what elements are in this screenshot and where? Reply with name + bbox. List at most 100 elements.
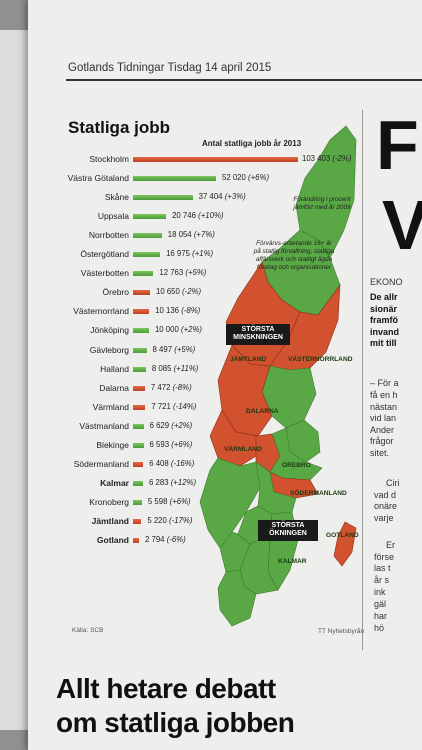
tag-largest-increase: STÖRSTA ÖKNINGEN: [258, 520, 318, 541]
region-label: Gävleborg: [89, 344, 129, 355]
change-label: (+5%): [185, 268, 207, 278]
value-label: 8 497: [152, 344, 173, 354]
change-label: (-2%): [182, 287, 202, 297]
body-line: Ander: [370, 425, 395, 435]
value-group: 103 403 (-2%): [302, 154, 351, 163]
map-label: VÄRMLAND: [224, 446, 262, 453]
map-varmland: [209, 409, 259, 467]
region-label: Kalmar: [100, 477, 129, 488]
bar: [133, 347, 147, 353]
region-label: Västra Götaland: [67, 173, 129, 184]
body-line: las t: [374, 563, 391, 573]
value-group: 6 283 (+12%): [149, 478, 196, 487]
body-line: Er: [386, 540, 395, 550]
bar: [133, 214, 167, 220]
region-label: Östergötland: [80, 249, 129, 260]
bar: [133, 271, 154, 277]
change-label: (+1%): [192, 249, 214, 259]
map-label: JÄMTLAND: [230, 356, 267, 363]
map-label: SÖDERMANLAND: [290, 490, 347, 497]
change-label: (+6%): [171, 439, 193, 449]
change-label: (+3%): [224, 192, 246, 202]
change-label: (-6%): [166, 535, 186, 544]
value-group: 12 763 (+5%): [159, 268, 206, 277]
map-label: DALARNA: [246, 408, 279, 415]
value-label: 12 763: [159, 268, 184, 278]
change-label: (-8%): [181, 306, 201, 316]
value-label: 37 404: [198, 192, 223, 202]
lead-line: invand: [370, 326, 400, 337]
bar: [133, 290, 150, 296]
value-group: 10 136 (-8%): [155, 306, 200, 315]
bar: [133, 233, 162, 239]
value-label: 16 975: [166, 249, 190, 259]
body-line: ink: [374, 587, 386, 597]
tag-largest-decrease: STÖRSTA MINSKNINGEN: [226, 324, 290, 345]
body-line: varje: [374, 513, 394, 523]
value-group: 8 497 (+5%): [153, 345, 196, 354]
value-group: 37 404 (+3%): [199, 192, 246, 201]
issue-date: Tisdag 14 april 2015: [167, 62, 272, 74]
value-group: 18 054 (+7%): [168, 230, 215, 239]
region-label: Värmland: [92, 401, 129, 412]
lead-line: framfö: [370, 315, 399, 325]
right-headline-letter-1: F: [376, 106, 419, 184]
value-label: 2 794: [145, 535, 165, 544]
value-label: 10 650: [155, 287, 180, 297]
column-rule: [362, 110, 363, 650]
value-group: 52 020 (+6%): [222, 173, 269, 182]
bar: [133, 461, 144, 467]
change-label: (-16%): [170, 458, 195, 468]
bar: [133, 499, 142, 505]
paper-name: Gotlands Tidningar: [68, 62, 165, 74]
bar: [133, 518, 142, 524]
change-label: (+2%): [171, 420, 193, 430]
headline-line-2: om statliga jobben: [56, 707, 295, 738]
bar: [133, 423, 144, 429]
stockholm-note: Förändring i procent jämfört med år 2009: [293, 196, 351, 211]
chart-header: Antal statliga jobb år 2013: [202, 139, 302, 148]
masthead-rule: [66, 79, 422, 81]
region-label: Västmanland: [79, 420, 129, 431]
change-label: (-2%): [332, 154, 352, 163]
value-group: 6 408 (-16%): [149, 459, 194, 468]
change-label: (-8%): [172, 382, 192, 392]
lead-line: De allr: [370, 292, 398, 302]
value-group: 2 794 (-6%): [145, 535, 186, 544]
change-label: (+5%): [174, 344, 196, 354]
value-label: 18 054: [167, 230, 192, 240]
value-label: 5 598: [147, 496, 168, 506]
value-group: 7 721 (-14%): [151, 402, 196, 411]
article-headline: Allt hetare debatt om statliga jobben: [56, 672, 295, 740]
change-label: (+12%): [170, 477, 197, 487]
value-label: 10 000: [154, 325, 179, 335]
body-line: – För a: [370, 378, 399, 388]
map-skane: [217, 569, 257, 627]
value-label: 6 629: [149, 420, 170, 430]
map-label: GOTLAND: [326, 532, 359, 539]
region-label: Kronoberg: [89, 496, 129, 507]
body-line: hö: [374, 623, 385, 633]
change-label: (-17%): [169, 515, 193, 525]
region-label: Uppsala: [97, 211, 129, 222]
map-dalarna: [217, 344, 273, 437]
body-line: förse: [374, 552, 395, 562]
body-line: nästan: [370, 402, 398, 412]
body-line: frågor: [370, 436, 394, 446]
chart-source: Källa: SCB: [72, 627, 104, 634]
body-line: år s: [374, 575, 390, 585]
value-group: 5 598 (+6%): [148, 497, 191, 506]
bar: [133, 195, 193, 201]
bar: [133, 157, 298, 162]
bar: [133, 328, 149, 334]
region-label: Södermanland: [73, 458, 129, 469]
region-label: Jämtland: [91, 515, 129, 526]
right-headline-letter-2: V: [382, 186, 422, 264]
bar: [133, 385, 145, 391]
bar: [133, 442, 144, 448]
map-label: ÖREBRO: [282, 462, 311, 469]
map-vasternorrland: [269, 284, 341, 371]
map-vastmanland-stockholm: [269, 427, 323, 481]
region-label: Västerbotten: [80, 268, 129, 279]
lead-line: mit till: [370, 338, 397, 348]
